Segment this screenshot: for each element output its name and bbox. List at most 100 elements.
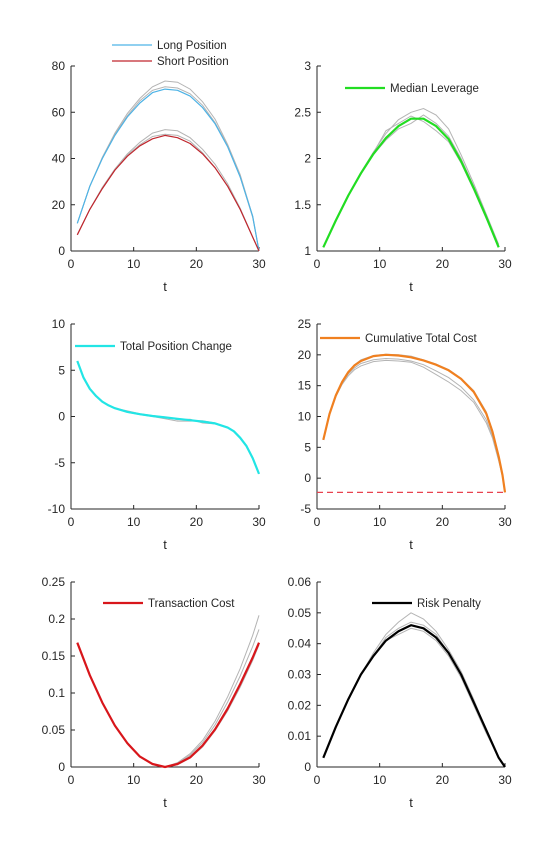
chart-6-x-tick-label: 20: [436, 773, 450, 787]
chart-6-y-tick-label: 0.02: [288, 698, 312, 712]
chart-1-series-1: [76, 88, 260, 252]
chart-4-background-path-3: [322, 353, 506, 493]
chart-5-x-tick-label: 30: [252, 773, 266, 787]
chart-5-x-tick-label: 20: [190, 773, 204, 787]
chart-4-background-path-2: [322, 359, 506, 493]
chart-1-legend-label-1: Long Position: [157, 40, 227, 52]
chart-3: 0 10 20 30 -10 -5 0 5 10 t Total Position Change: [48, 317, 266, 552]
chart-4-y-tick-label: 15: [298, 379, 312, 393]
chart-2-y-tick-label: 2.5: [294, 105, 311, 119]
chart-2-legend-label-1: Median Leverage: [390, 83, 479, 95]
chart-4-y-tick-label: 0: [304, 471, 311, 485]
chart-5-y-tick-label: 0: [58, 760, 65, 774]
chart-3-y-tick-label: -5: [54, 456, 65, 470]
chart-4-y-tick-label: 10: [298, 410, 312, 424]
chart-4-y-tick-label: 25: [298, 317, 312, 331]
chart-3-x-tick-label: 20: [190, 515, 204, 529]
chart-2-xlabel: t: [409, 279, 413, 294]
chart-2-x-tick-label: 10: [373, 257, 387, 271]
chart-6: 0 10 20 30 0 0.01 0.02 0.03 0.04 0.05 0.06 t Risk Pe…: [288, 575, 512, 810]
chart-6-background-path-3: [322, 627, 506, 768]
chart-2: 0 10 20 30 1 1.5 2 2.5 3 t Median Leverage: [294, 59, 512, 294]
chart-1-y-tick-label: 20: [52, 198, 66, 212]
chart-4-x-tick-label: 20: [436, 515, 450, 529]
chart-2-series-1: [322, 117, 500, 248]
chart-3-legend: Total Position Change: [75, 341, 232, 353]
chart-5-x-tick-label: 10: [127, 773, 141, 787]
chart-1-x-tick-label: 0: [68, 257, 75, 271]
chart-6-legend-label-1: Risk Penalty: [417, 598, 481, 610]
chart-4-y-tick-label: -5: [300, 502, 311, 516]
chart-1-series-2: [76, 134, 260, 252]
chart-4-y-tick-label: 5: [304, 440, 311, 454]
chart-2-y-tick-label: 2: [304, 152, 311, 166]
chart-5-legend-label-1: Transaction Cost: [148, 598, 235, 610]
chart-5-y-tick-label: 0.2: [48, 612, 65, 626]
chart-5-series-1: [76, 642, 261, 769]
chart-1-xlabel: t: [163, 279, 167, 294]
chart-2-y-tick-label: 1: [304, 244, 311, 258]
chart-5-xlabel: t: [163, 795, 167, 810]
chart-3-x-tick-label: 0: [68, 515, 75, 529]
chart-1-x-tick-label: 20: [190, 257, 204, 271]
chart-5-y-tick-label: 0.1: [48, 686, 65, 700]
chart-3-series-1: [76, 360, 261, 475]
chart-2-x-tick-label: 20: [436, 257, 450, 271]
chart-4-xlabel: t: [409, 537, 413, 552]
chart-6-x-tick-label: 0: [314, 773, 321, 787]
chart-6-y-tick-label: 0.04: [288, 637, 312, 651]
chart-6-y-tick-label: 0.03: [288, 668, 312, 682]
chart-6-legend: Risk Penalty: [372, 598, 481, 610]
chart-5: 0 10 20 30 0 0.05 0.1 0.15 0.2 0.25 t Transaction C…: [42, 575, 266, 810]
chart-1-background-path-1: [76, 80, 260, 252]
chart-6-xlabel: t: [409, 795, 413, 810]
chart-2-y-tick-label: 1.5: [294, 198, 311, 212]
chart-3-y-tick-label: 5: [58, 363, 65, 377]
chart-1-y-tick-label: 80: [52, 59, 66, 73]
chart-3-y-tick-label: 0: [58, 410, 65, 424]
chart-6-x-tick-label: 10: [373, 773, 387, 787]
chart-6-y-tick-label: 0.06: [288, 575, 312, 589]
chart-3-legend-label-1: Total Position Change: [120, 341, 232, 353]
chart-3-y-tick-label: -10: [48, 502, 66, 516]
chart-1-legend-label-2: Short Position: [157, 56, 229, 68]
chart-4-legend: Cumulative Total Cost: [320, 333, 477, 345]
chart-1-x-tick-label: 30: [252, 257, 266, 271]
chart-6-y-tick-label: 0: [304, 760, 311, 774]
chart-4-background-path-1: [322, 357, 506, 493]
chart-1-background-path-2: [76, 86, 260, 252]
chart-6-series-1: [322, 624, 506, 768]
chart-1-y-tick-label: 0: [58, 244, 65, 258]
chart-1-x-tick-label: 10: [127, 257, 141, 271]
chart-5-background-path-1: [76, 615, 260, 768]
chart-5-y-tick-label: 0.15: [42, 649, 66, 663]
chart-3-y-tick-label: 10: [52, 317, 66, 331]
chart-3-xlabel: t: [163, 537, 167, 552]
chart-6-y-tick-label: 0.05: [288, 606, 312, 620]
chart-4-x-tick-label: 10: [373, 515, 387, 529]
chart-5-x-tick-label: 0: [68, 773, 75, 787]
chart-6-x-tick-label: 30: [498, 773, 512, 787]
chart-2-background-path-1: [322, 107, 500, 248]
chart-2-legend: Median Leverage: [345, 83, 479, 95]
chart-1-background-path-3: [76, 129, 260, 252]
chart-5-legend: Transaction Cost: [103, 598, 235, 610]
chart-3-x-tick-label: 10: [127, 515, 141, 529]
chart-3-x-tick-label: 30: [252, 515, 266, 529]
chart-4-legend-label-1: Cumulative Total Cost: [365, 333, 477, 345]
chart-1-y-tick-label: 60: [52, 105, 66, 119]
chart-2-x-tick-label: 30: [498, 257, 512, 271]
chart-2-x-tick-label: 0: [314, 257, 321, 271]
chart-1: 0 10 20 30 0 20 40 60 80 t Long Position Short Posi…: [52, 40, 266, 294]
chart-4-x-tick-label: 30: [498, 515, 512, 529]
chart-4-x-tick-label: 0: [314, 515, 321, 529]
chart-4-series-1: [322, 353, 507, 493]
chart-6-background-path-1: [322, 612, 506, 768]
chart-5-y-tick-label: 0.05: [42, 723, 66, 737]
chart-2-y-tick-label: 3: [304, 59, 311, 73]
chart-6-y-tick-label: 0.01: [288, 729, 312, 743]
chart-5-y-tick-label: 0.25: [42, 575, 66, 589]
